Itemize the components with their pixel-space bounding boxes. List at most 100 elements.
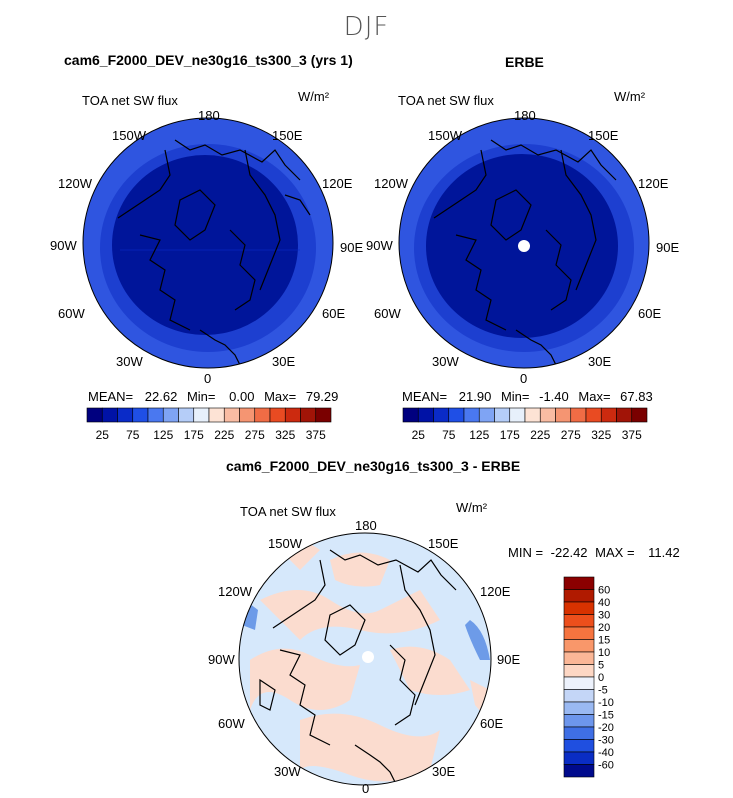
diff-colorbar-swatch <box>563 601 595 615</box>
diff-lon-150w: 150W <box>268 536 302 551</box>
diff-colorbar-swatch <box>563 701 595 715</box>
diff-colorbar-swatch <box>563 651 595 665</box>
diff-panel-title: cam6_F2000_DEV_ne30g16_ts300_3 - ERBE <box>226 458 521 474</box>
obs-colorbar-label: 25 <box>412 428 426 442</box>
model-lon-120e: 120E <box>322 176 353 191</box>
diff-anomaly-patches <box>242 538 490 782</box>
diff-colorbar-swatch <box>563 676 595 690</box>
obs-colorbar-swatch <box>539 407 556 423</box>
diff-colorbar-label: -15 <box>598 710 614 722</box>
diff-colorbar-label: -30 <box>598 735 614 747</box>
model-mean-value: 22.62 <box>144 389 178 404</box>
diff-variable-label: TOA net SW flux <box>240 504 336 519</box>
model-lon-180: 180 <box>198 108 220 123</box>
obs-colorbar-swatch <box>417 407 434 423</box>
diff-colorbar-label: 5 <box>598 660 604 672</box>
diff-colorbar-label: 60 <box>598 585 610 597</box>
diff-colorbar-swatch <box>563 639 595 653</box>
obs-lon-60e: 60E <box>638 306 662 321</box>
diff-colorbar-swatch <box>563 751 595 765</box>
model-colorbar-swatch <box>178 407 195 423</box>
model-colorbar-swatch <box>284 407 301 423</box>
diff-colorbar-label: 15 <box>598 635 610 647</box>
model-max-value: 79.29 <box>305 389 339 404</box>
obs-mean-label: MEAN= <box>402 389 448 404</box>
model-colorbar-label: 225 <box>214 428 234 442</box>
diff-colorbar-swatch <box>563 739 595 753</box>
diff-colorbar-swatch <box>563 689 595 703</box>
obs-colorbar-swatch <box>585 407 602 423</box>
model-max-label: Max= <box>264 389 297 404</box>
obs-colorbar-label: 75 <box>442 428 456 442</box>
obs-units: W/m² <box>614 89 646 104</box>
diff-max-label: MAX = <box>595 545 635 560</box>
model-panel-title: cam6_F2000_DEV_ne30g16_ts300_3 (yrs 1) <box>64 52 353 68</box>
obs-colorbar-swatch <box>478 407 495 423</box>
model-lon-150e: 150E <box>272 128 303 143</box>
diff-colorbar-swatch <box>563 764 595 778</box>
obs-coastlines <box>433 139 617 366</box>
obs-lon-180: 180 <box>514 108 536 123</box>
model-colorbar-label: 275 <box>245 428 265 442</box>
obs-colorbar-swatch <box>433 407 450 423</box>
obs-lon-30e: 30E <box>588 354 612 369</box>
obs-colorbar: 25 75 125 175 225 275 325 375 <box>402 407 648 442</box>
model-colorbar-label: 125 <box>153 428 173 442</box>
obs-colorbar-swatch <box>524 407 541 423</box>
obs-lon-150w: 150W <box>428 128 462 143</box>
diff-units: W/m² <box>456 500 488 515</box>
obs-colorbar-swatch <box>448 407 465 423</box>
obs-lon-120w: 120W <box>374 176 408 191</box>
model-colorbar-label: 175 <box>184 428 204 442</box>
obs-colorbar-swatch <box>631 407 648 423</box>
diff-colorbar-label: -40 <box>598 747 614 759</box>
obs-colorbar-label: 275 <box>561 428 581 442</box>
diff-lon-60e: 60E <box>480 716 504 731</box>
obs-colorbar-swatch <box>509 407 526 423</box>
diff-max-value: 11.42 <box>648 545 680 560</box>
diff-polar-map <box>238 532 492 786</box>
diff-min-value: -22.42 <box>550 545 588 560</box>
obs-lon-90w: 90W <box>366 238 393 253</box>
model-variable-label: TOA net SW flux <box>82 93 178 108</box>
model-colorbar-swatch <box>147 407 164 423</box>
diff-lon-120e: 120E <box>480 584 511 599</box>
model-colorbar-swatch <box>315 407 332 423</box>
model-lon-60w: 60W <box>58 306 85 321</box>
model-lon-120w: 120W <box>58 176 92 191</box>
diff-colorbar-swatch <box>563 664 595 678</box>
diff-colorbar-label: 20 <box>598 622 610 634</box>
model-lon-90e: 90E <box>340 240 364 255</box>
diff-lon-90e: 90E <box>497 652 521 667</box>
model-colorbar-label: 375 <box>306 428 326 442</box>
obs-lon-0: 0 <box>520 371 528 386</box>
model-colorbar-label: 25 <box>96 428 110 442</box>
model-colorbar-swatch <box>162 407 179 423</box>
diff-colorbar-label: -5 <box>598 685 608 697</box>
model-lon-0: 0 <box>204 371 212 386</box>
obs-colorbar-label: 125 <box>469 428 489 442</box>
obs-colorbar-swatch <box>616 407 633 423</box>
diff-colorbar-label: 10 <box>598 647 610 659</box>
model-min-value: 0.00 <box>229 389 255 404</box>
model-colorbar-swatch <box>254 407 271 423</box>
diff-colorbar-swatch <box>563 626 595 640</box>
diff-colorbar-label: -60 <box>598 760 614 772</box>
obs-colorbar-swatch <box>494 407 511 423</box>
obs-colorbar-swatch <box>555 407 572 423</box>
obs-colorbar-swatch <box>600 407 617 423</box>
model-colorbar-label: 325 <box>275 428 295 442</box>
diff-colorbar-label: 40 <box>598 597 610 609</box>
model-lon-90w: 90W <box>50 238 77 253</box>
model-colorbar-swatch <box>269 407 286 423</box>
obs-colorbar-swatch <box>570 407 587 423</box>
model-colorbar-swatch <box>193 407 210 423</box>
model-colorbar-swatch <box>101 407 118 423</box>
obs-missing-data-dot <box>518 240 530 252</box>
obs-max-label: Max= <box>578 389 611 404</box>
diff-lon-30e: 30E <box>432 764 456 779</box>
model-colorbar-swatch <box>117 407 134 423</box>
diff-colorbar-label: -20 <box>598 722 614 734</box>
obs-colorbar-label: 225 <box>530 428 550 442</box>
